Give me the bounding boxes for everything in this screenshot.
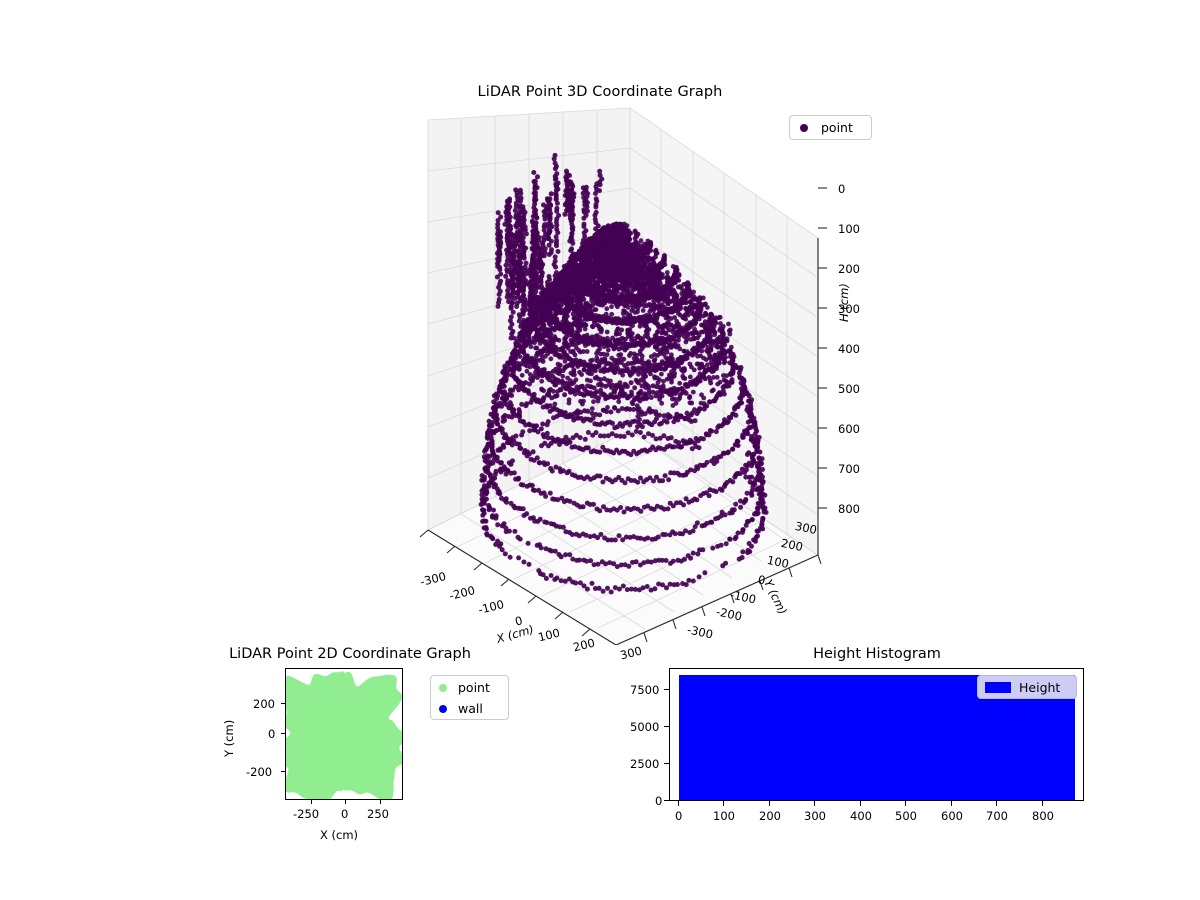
axis-label-2d-x: X (cm) <box>320 828 359 842</box>
legend-marker-wall-icon <box>439 704 447 713</box>
tick-hist-y-1: 2500 <box>630 757 660 771</box>
tick-mark-2d-y-200 <box>281 703 285 704</box>
lidar-2d-canvas <box>286 670 402 799</box>
tick-mark-hist-x-400 <box>860 801 861 806</box>
tick-hist-x-7: 700 <box>986 809 1008 823</box>
tick-hist-x-0: 0 <box>675 809 683 823</box>
legend-marker-point-icon <box>800 123 808 132</box>
legend-item-height[interactable]: Height <box>978 676 1076 698</box>
tick-hist-y-2: 5000 <box>630 720 660 734</box>
panel-hist-title: Height Histogram <box>813 646 941 662</box>
tick-mark-hist-x-300 <box>814 801 815 806</box>
legend-3d[interactable]: point <box>789 115 872 140</box>
tick-2d-x-2: 250 <box>367 807 389 821</box>
panel-2d-title: LiDAR Point 2D Coordinate Graph <box>229 646 471 662</box>
z-tick-marks <box>818 187 827 509</box>
tick-2d-y-2: -200 <box>246 765 273 779</box>
legend-item-wall-2d[interactable]: wall <box>431 698 508 719</box>
lidar-2d-axes <box>285 668 403 800</box>
legend-item-point-2d[interactable]: point <box>431 677 508 698</box>
tick-mark-2d-y-neg200 <box>281 771 285 772</box>
tick-mark-hist-x-0 <box>678 801 679 806</box>
legend-marker-height-icon <box>985 681 1011 693</box>
tick-mark-2d-x-250 <box>380 800 381 804</box>
tick-3d-z-4: 400 <box>838 342 860 356</box>
legend-label-point: point <box>821 120 853 135</box>
tick-mark-hist-x-700 <box>996 801 997 806</box>
legend-2d[interactable]: point wall <box>430 675 509 720</box>
tick-hist-x-8: 800 <box>1032 809 1054 823</box>
tick-hist-x-2: 200 <box>759 809 781 823</box>
tick-2d-y-0: 200 <box>253 697 275 711</box>
axes-spines <box>427 238 819 645</box>
legend-marker-point-icon <box>439 683 447 692</box>
tick-2d-x-1: 0 <box>341 807 349 821</box>
lidar-3d-axes <box>380 100 860 645</box>
lidar-3d-canvas <box>419 107 827 645</box>
tick-3d-x-6: 300 <box>618 643 644 663</box>
x-tick-marks <box>419 529 591 637</box>
legend-item-point-3d[interactable]: point <box>790 116 871 139</box>
tick-3d-z-8: 800 <box>838 502 860 516</box>
tick-hist-x-3: 300 <box>804 809 826 823</box>
lidar-point-cloud <box>478 152 769 595</box>
tick-3d-z-7: 700 <box>838 462 860 476</box>
tick-3d-z-2: 200 <box>838 262 860 276</box>
tick-3d-z-0: 0 <box>838 182 846 196</box>
legend-label-point: point <box>458 680 490 695</box>
tick-mark-hist-x-200 <box>769 801 770 806</box>
tick-mark-hist-y-0 <box>664 800 669 801</box>
tick-hist-x-5: 500 <box>895 809 917 823</box>
axis-label-3d-z: H (cm) <box>837 283 851 322</box>
lidar-2d-point-blob <box>286 670 402 799</box>
tick-2d-y-1: 0 <box>268 727 276 741</box>
tick-mark-hist-y-2500 <box>664 763 669 764</box>
axis-label-2d-y: Y (cm) <box>222 719 236 757</box>
tick-3d-z-5: 500 <box>838 382 860 396</box>
tick-mark-2d-x-neg250 <box>311 800 312 804</box>
legend-histogram[interactable]: Height <box>977 675 1077 699</box>
legend-label-wall: wall <box>458 701 483 716</box>
panel-3d-title: LiDAR Point 3D Coordinate Graph <box>477 84 723 100</box>
y-tick-marks <box>643 554 822 643</box>
tick-mark-2d-x-0 <box>345 800 346 804</box>
tick-mark-hist-x-100 <box>723 801 724 806</box>
tick-hist-x-4: 400 <box>850 809 872 823</box>
tick-3d-z-1: 100 <box>838 222 860 236</box>
tick-mark-hist-x-800 <box>1042 801 1043 806</box>
tick-mark-2d-y-0 <box>281 733 285 734</box>
tick-hist-x-1: 100 <box>713 809 735 823</box>
tick-mark-hist-y-7500 <box>664 689 669 690</box>
tick-2d-x-0: -250 <box>293 807 320 821</box>
tick-mark-hist-x-500 <box>905 801 906 806</box>
tick-hist-y-0: 0 <box>655 794 663 808</box>
tick-3d-z-6: 600 <box>838 422 860 436</box>
tick-hist-x-6: 600 <box>941 809 963 823</box>
tick-mark-hist-x-600 <box>951 801 952 806</box>
tick-mark-hist-y-5000 <box>664 726 669 727</box>
tick-3d-z-3: 300 <box>838 302 860 316</box>
legend-label-height: Height <box>1019 679 1061 695</box>
tick-hist-y-3: 7500 <box>630 683 660 697</box>
